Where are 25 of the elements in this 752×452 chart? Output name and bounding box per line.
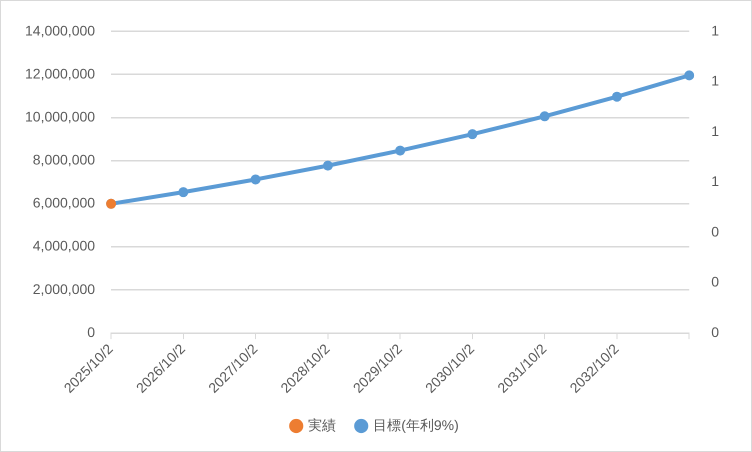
y-tick-label: 6,000,000	[32, 194, 96, 211]
y-tick-label: 10,000,000	[24, 108, 96, 124]
y2-tick-label: 0	[711, 274, 720, 290]
point	[540, 111, 550, 122]
point	[178, 187, 188, 198]
y2-tick-label: 1	[711, 22, 720, 38]
y-tick-label: 4,000,000	[32, 238, 96, 254]
y-tick-label: 12,000,000	[24, 65, 96, 82]
y-tick-label: 0	[87, 324, 96, 340]
legend-label: 実績	[308, 416, 336, 433]
point	[684, 70, 694, 80]
y-tick-label: 2,000,000	[32, 280, 96, 297]
point	[395, 146, 406, 156]
point	[612, 92, 622, 102]
y2-tick-label: 0	[711, 324, 720, 340]
y2-tick-label: 1	[711, 72, 720, 89]
point	[322, 160, 333, 171]
y2-tick-label: 1	[711, 173, 720, 190]
y2-tick-label: 1	[711, 122, 720, 139]
y-tick-label: 14,000,000	[24, 22, 96, 38]
point	[250, 174, 261, 184]
y-tick-label: 8,000,000	[32, 152, 96, 168]
legend-label: 目標(年利9%)	[373, 416, 459, 433]
point	[467, 129, 478, 140]
y2-tick-label: 0	[711, 223, 720, 240]
